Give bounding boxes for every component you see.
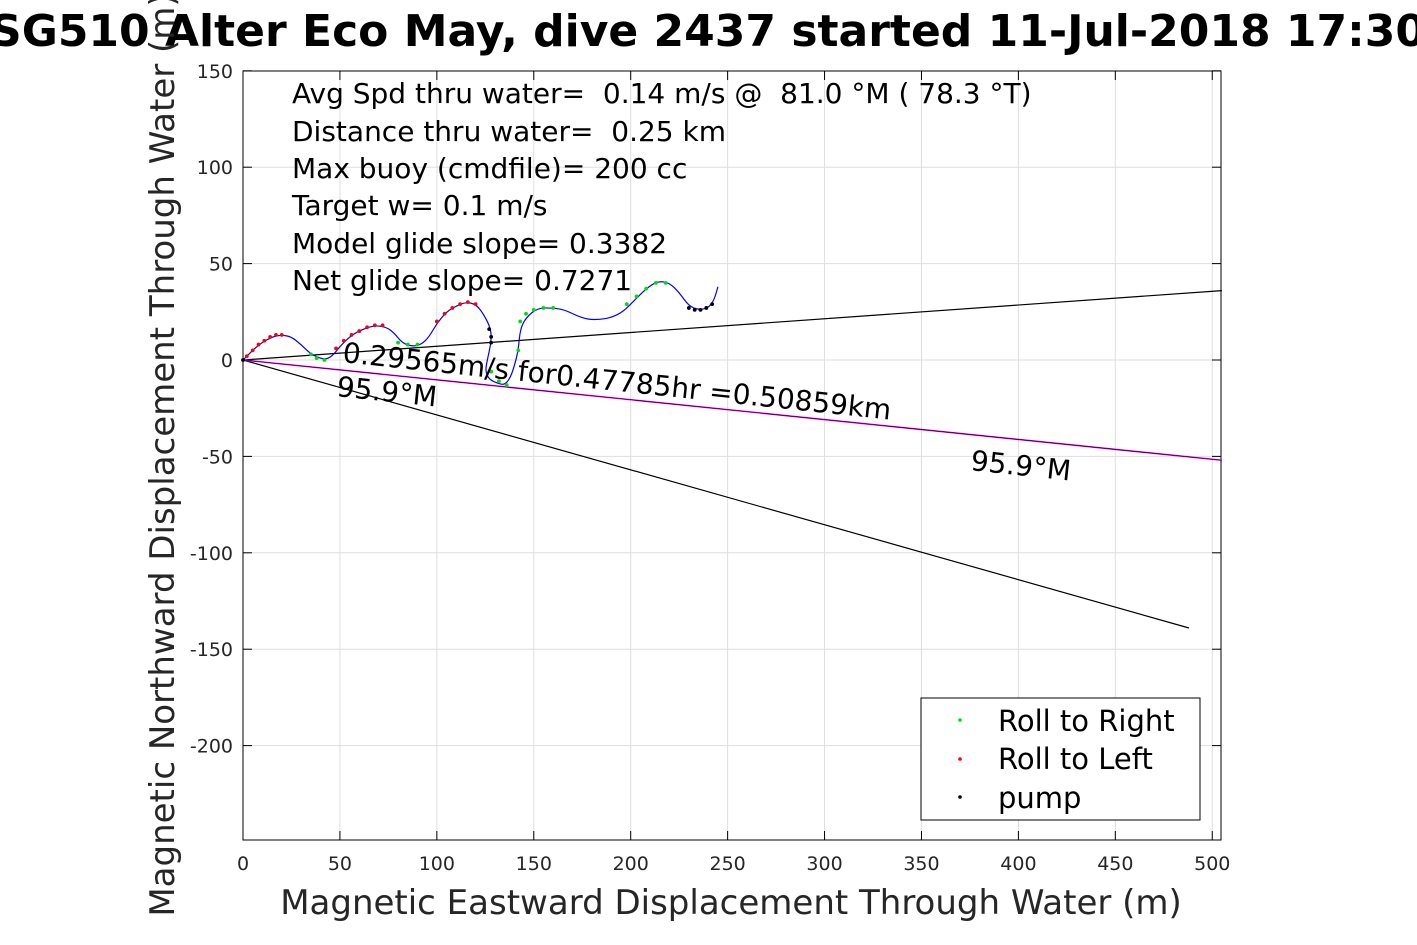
series-2-point: [710, 302, 715, 306]
series-1-point: [274, 333, 278, 337]
legend-marker-roll-right: [958, 718, 962, 722]
series-1-point: [250, 348, 255, 353]
x-tick-label: 500: [1194, 853, 1230, 875]
heading-annotation-end: 95.9°M: [969, 444, 1072, 487]
series-0-point: [541, 306, 546, 310]
series-0-point: [551, 306, 556, 310]
x-axis-label: Magnetic Eastward Displacement Through W…: [280, 883, 1182, 923]
series-0-point: [396, 340, 400, 345]
series-1-point: [473, 302, 478, 306]
points-layer: [241, 280, 715, 387]
series-1-point: [349, 333, 354, 337]
series-2-point: [698, 307, 703, 312]
series-0-point: [308, 352, 313, 357]
y-tick-label: 50: [209, 254, 233, 276]
series-0-point: [415, 342, 420, 347]
x-tick-label: 450: [1097, 853, 1133, 875]
x-tick-label: 350: [903, 853, 939, 875]
series-0-point: [644, 286, 649, 291]
x-tick-label: 100: [419, 853, 455, 875]
y-tick-label: 0: [221, 350, 233, 372]
series-0-point: [531, 307, 536, 312]
stats-block: Avg Spd thru water= 0.14 m/s @ 81.0 °M (…: [291, 77, 1032, 297]
series-1-point: [372, 323, 377, 328]
series-1-point: [341, 338, 346, 343]
series-1-point: [434, 319, 439, 324]
series-2-point: [489, 334, 494, 339]
series-0-point: [524, 311, 528, 316]
series-0-point: [624, 302, 629, 306]
envelope-line-upper: [242, 289, 1222, 361]
legend-label-pump: pump: [998, 781, 1081, 815]
series-1-point: [442, 311, 447, 316]
series-1-point: [279, 333, 284, 337]
reference-lines: [242, 289, 1223, 629]
series-1-point: [365, 325, 369, 330]
legend-label-roll-left: Roll to Left: [998, 742, 1153, 776]
y-tick-label: -150: [190, 639, 233, 661]
series-1-point: [450, 306, 455, 310]
legend-label-roll-right: Roll to Right: [998, 704, 1175, 738]
series-1-point: [357, 329, 362, 333]
series-0-point: [516, 348, 521, 353]
chart-title: SG510 Alter Eco May, dive 2437 started 1…: [0, 6, 1417, 57]
legend-box: [920, 697, 1201, 821]
series-0-point: [489, 369, 494, 374]
y-tick-label: 150: [197, 61, 233, 83]
stat-net-glide: Net glide slope= 0.7271: [292, 264, 632, 297]
series-0-point: [518, 319, 523, 324]
series-2-point: [704, 306, 709, 310]
series-1-point: [256, 342, 261, 347]
grid: [243, 71, 1221, 840]
track-layer: [242, 281, 719, 385]
legend: Roll to Right Roll to Left pump: [920, 697, 1201, 821]
y-tick-label: -50: [202, 446, 233, 468]
series-1-point: [268, 334, 273, 339]
y-tick-label: -100: [190, 543, 233, 565]
series-1-point: [262, 338, 267, 343]
x-tick-labels: 0 50 100 150 200 250 300 350 400 450 500: [237, 853, 1230, 875]
current-line-black-overlay: [242, 359, 1222, 461]
x-tick-label: 150: [516, 853, 552, 875]
series-2-point: [686, 306, 691, 310]
series-0-point: [405, 342, 410, 347]
stat-avg-speed: Avg Spd thru water= 0.14 m/s @ 81.0 °M (…: [292, 77, 1032, 110]
series-1-point: [465, 300, 470, 305]
x-tick-label: 200: [613, 853, 649, 875]
series-0-point: [504, 383, 509, 387]
series-2-point: [489, 340, 494, 345]
series-2-point: [487, 327, 492, 332]
y-axis-label: Magnetic Northward Displacement Through …: [143, 0, 183, 917]
legend-marker-pump: [958, 795, 962, 799]
x-tick-label: 300: [806, 853, 842, 875]
y-tick-label: -200: [190, 736, 233, 758]
series-0-point: [314, 356, 319, 360]
envelope-line-lower: [242, 359, 1190, 629]
y-tick-labels: 150 100 50 0 -50 -100 -150 -200: [190, 61, 233, 758]
stat-max-buoy: Max buoy (cmdfile)= 200 cc: [292, 152, 687, 185]
stat-target-w: Target w= 0.1 m/s: [291, 189, 548, 222]
legend-marker-roll-left: [958, 757, 962, 761]
x-tick-label: 250: [709, 853, 745, 875]
stat-distance: Distance thru water= 0.25 km: [292, 115, 726, 148]
y-tick-label: 100: [197, 157, 233, 179]
series-0-point: [634, 294, 639, 299]
series-2-point: [692, 307, 697, 312]
x-tick-label: 0: [237, 853, 249, 875]
x-tick-label: 50: [328, 853, 352, 875]
glider-track: [242, 281, 719, 385]
series-1-point: [458, 302, 463, 306]
series-1-point: [380, 323, 385, 328]
x-tick-label: 400: [1000, 853, 1036, 875]
series-1-point: [244, 354, 249, 359]
series-0-point: [654, 280, 658, 285]
series-0-point: [663, 280, 668, 285]
series-0-point: [322, 358, 327, 362]
series-0-point: [496, 379, 501, 384]
series-1-point: [334, 346, 338, 351]
stat-model-glide: Model glide slope= 0.3382: [292, 227, 667, 260]
series-2-point: [241, 358, 245, 362]
plot-area-frame: [242, 70, 1222, 841]
